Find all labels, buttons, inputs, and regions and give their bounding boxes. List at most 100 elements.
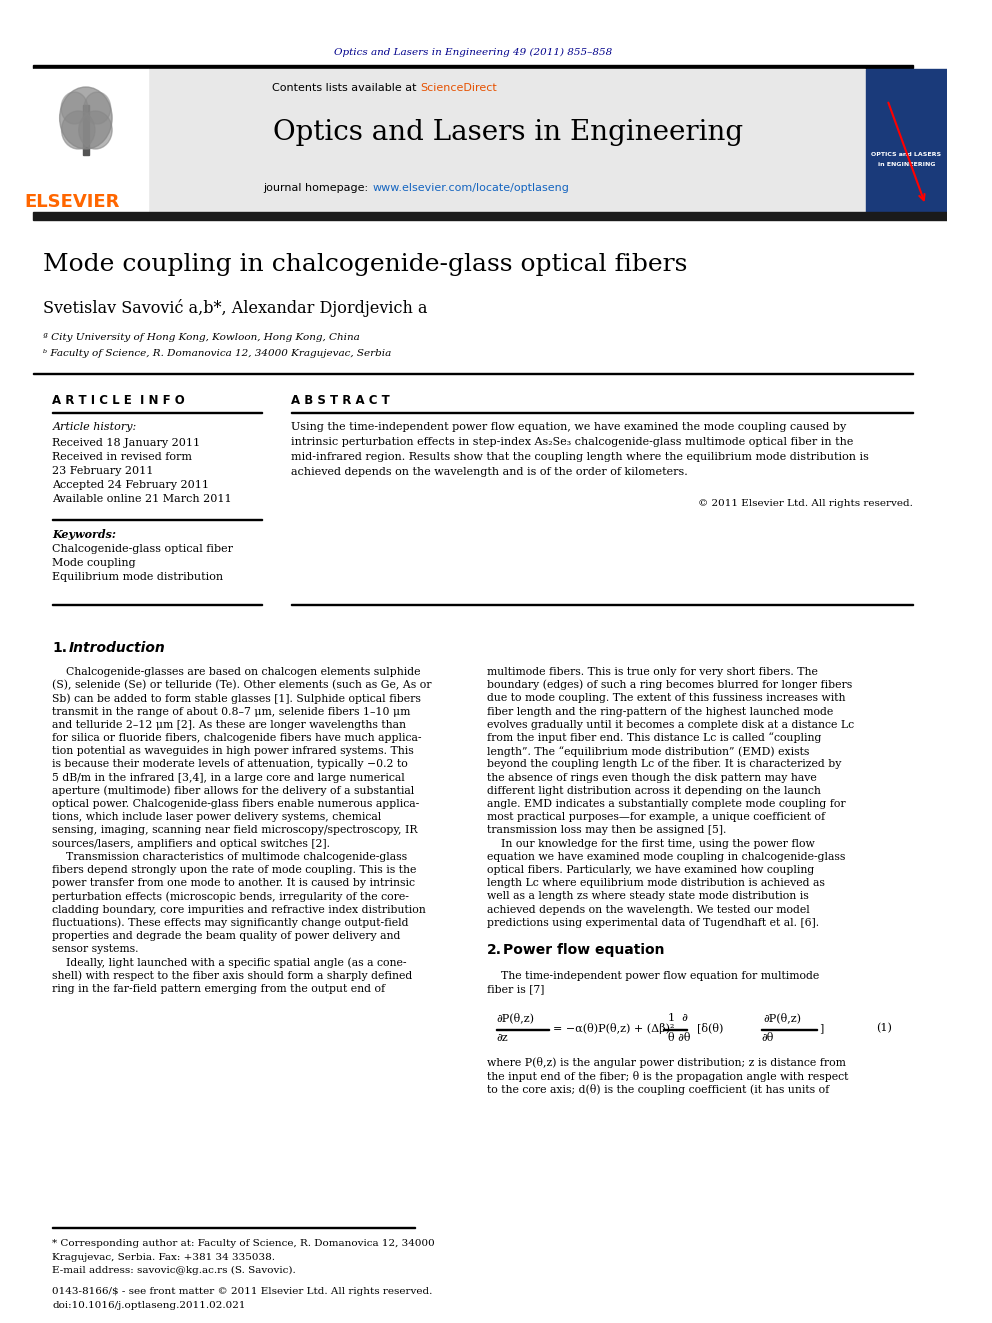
Text: length Lc where equilibrium mode distribution is achieved as: length Lc where equilibrium mode distrib… [487,878,824,888]
Ellipse shape [84,93,111,124]
Text: tions, which include laser power delivery systems, chemical: tions, which include laser power deliver… [53,812,382,822]
Text: Mode coupling: Mode coupling [53,558,136,568]
Text: most practical purposes—for example, a unique coefficient of: most practical purposes—for example, a u… [487,812,824,822]
Ellipse shape [60,87,112,149]
Text: Using the time-independent power flow equation, we have examined the mode coupli: Using the time-independent power flow eq… [291,422,846,433]
Text: Equilibrium mode distribution: Equilibrium mode distribution [53,572,223,582]
Text: 0143-8166/$ - see front matter © 2011 Elsevier Ltd. All rights reserved.: 0143-8166/$ - see front matter © 2011 El… [53,1287,433,1297]
Text: © 2011 Elsevier Ltd. All rights reserved.: © 2011 Elsevier Ltd. All rights reserved… [698,499,914,508]
Text: Contents lists available at: Contents lists available at [272,83,420,93]
Text: Chalcogenide-glass optical fiber: Chalcogenide-glass optical fiber [53,544,233,554]
Text: ]: ] [818,1023,823,1033]
Text: Optics and Lasers in Engineering 49 (2011) 855–858: Optics and Lasers in Engineering 49 (201… [334,48,612,57]
Text: Power flow equation: Power flow equation [503,943,665,957]
Text: well as a length zs where steady state mode distribution is: well as a length zs where steady state m… [487,892,808,901]
Text: optical fibers. Particularly, we have examined how coupling: optical fibers. Particularly, we have ex… [487,865,813,875]
Text: journal homepage:: journal homepage: [264,183,372,193]
Text: A R T I C L E  I N F O: A R T I C L E I N F O [53,393,186,406]
Text: E-mail address: savovic@kg.ac.rs (S. Savovic).: E-mail address: savovic@kg.ac.rs (S. Sav… [53,1265,297,1274]
Text: 23 February 2011: 23 February 2011 [53,466,154,476]
Text: A B S T R A C T: A B S T R A C T [291,393,390,406]
Text: In our knowledge for the first time, using the power flow: In our knowledge for the first time, usi… [487,839,814,848]
Text: for silica or fluoride fibers, chalcogenide fibers have much applica-: for silica or fluoride fibers, chalcogen… [53,733,422,744]
Text: Introduction: Introduction [68,642,166,655]
Text: angle. EMD indicates a substantially complete mode coupling for: angle. EMD indicates a substantially com… [487,799,845,808]
Text: properties and degrade the beam quality of power delivery and: properties and degrade the beam quality … [53,931,401,941]
Text: power transfer from one mode to another. It is caused by intrinsic: power transfer from one mode to another.… [53,878,416,888]
Text: and telluride 2–12 μm [2]. As these are longer wavelengths than: and telluride 2–12 μm [2]. As these are … [53,720,407,730]
Text: tion potential as waveguides in high power infrared systems. This: tion potential as waveguides in high pow… [53,746,415,757]
Text: length”. The “equilibrium mode distribution” (EMD) exists: length”. The “equilibrium mode distribut… [487,746,809,757]
Text: [δ(θ): [δ(θ) [696,1023,723,1033]
Text: Kragujevac, Serbia. Fax: +381 34 335038.: Kragujevac, Serbia. Fax: +381 34 335038. [53,1253,276,1262]
Text: ∂P(θ,z): ∂P(θ,z) [764,1012,802,1024]
Text: Received 18 January 2011: Received 18 January 2011 [53,438,200,448]
Text: (1): (1) [876,1023,892,1033]
Bar [83,105,88,155]
Text: doi:10.1016/j.optlaseng.2011.02.021: doi:10.1016/j.optlaseng.2011.02.021 [53,1301,246,1310]
Text: fiber is [7]: fiber is [7] [487,984,544,994]
Text: Svetislav Savović a,b*, Alexandar Djordjevich a: Svetislav Savović a,b*, Alexandar Djordj… [43,299,428,318]
Text: fibers depend strongly upon the rate of mode coupling. This is the: fibers depend strongly upon the rate of … [53,865,417,875]
Text: Ideally, light launched with a specific spatial angle (as a cone-: Ideally, light launched with a specific … [53,957,407,967]
Text: Received in revised form: Received in revised form [53,452,192,462]
Text: is because their moderate levels of attenuation, typically −0.2 to: is because their moderate levels of atte… [53,759,409,770]
Text: Sb) can be added to form stable glasses [1]. Sulphide optical fibers: Sb) can be added to form stable glasses … [53,693,422,704]
Text: www.elsevier.com/locate/optlaseng: www.elsevier.com/locate/optlaseng [372,183,569,193]
Text: fluctuations). These effects may significantly change output-field: fluctuations). These effects may signifi… [53,918,409,927]
Bar [37,77,143,206]
Ellipse shape [62,111,95,149]
Text: different light distribution across it depending on the launch: different light distribution across it d… [487,786,820,796]
Text: * Corresponding author at: Faculty of Science, R. Domanovica 12, 34000: * Corresponding author at: Faculty of Sc… [53,1240,435,1249]
Text: where P(θ,z) is the angular power distribution; z is distance from: where P(θ,z) is the angular power distri… [487,1057,845,1069]
Text: 1  ∂: 1 ∂ [668,1013,687,1023]
Text: ELSEVIER: ELSEVIER [24,193,119,210]
Text: ScienceDirect: ScienceDirect [420,83,497,93]
Text: The time-independent power flow equation for multimode: The time-independent power flow equation… [487,971,818,980]
Text: 1.: 1. [53,642,67,655]
Text: to the core axis; d(θ) is the coupling coefficient (it has units of: to the core axis; d(θ) is the coupling c… [487,1084,829,1095]
Text: shell) with respect to the fiber axis should form a sharply defined: shell) with respect to the fiber axis sh… [53,970,413,980]
Text: multimode fibers. This is true only for very short fibers. The: multimode fibers. This is true only for … [487,667,817,677]
Text: Available online 21 March 2011: Available online 21 March 2011 [53,493,232,504]
Text: aperture (multimode) fiber allows for the delivery of a substantial: aperture (multimode) fiber allows for th… [53,786,415,796]
Text: Accepted 24 February 2011: Accepted 24 February 2011 [53,480,209,490]
Text: due to mode coupling. The extent of this fussiness increases with: due to mode coupling. The extent of this… [487,693,845,704]
Text: ∂θ: ∂θ [762,1033,774,1043]
Text: predictions using experimental data of Tugendhaft et al. [6].: predictions using experimental data of T… [487,918,818,927]
Text: Optics and Lasers in Engineering: Optics and Lasers in Engineering [273,119,743,146]
Bar [866,69,946,212]
Text: Article history:: Article history: [53,422,137,433]
Text: optical power. Chalcogenide-glass fibers enable numerous applica-: optical power. Chalcogenide-glass fibers… [53,799,420,808]
Text: sensor systems.: sensor systems. [53,945,139,954]
Text: sensing, imaging, scanning near field microscopy/spectroscopy, IR: sensing, imaging, scanning near field mi… [53,826,418,835]
Text: the input end of the fiber; θ is the propagation angle with respect: the input end of the fiber; θ is the pro… [487,1070,848,1082]
Text: Keywords:: Keywords: [53,528,116,540]
Text: in ENGINEERING: in ENGINEERING [878,163,935,168]
Text: (S), selenide (Se) or telluride (Te). Other elements (such as Ge, As or: (S), selenide (Se) or telluride (Te). Ot… [53,680,432,691]
Text: boundary (edges) of such a ring becomes blurred for longer fibers: boundary (edges) of such a ring becomes … [487,680,852,691]
Text: evolves gradually until it becomes a complete disk at a distance Lc: evolves gradually until it becomes a com… [487,720,854,730]
Text: from the input fiber end. This distance Lc is called “coupling: from the input fiber end. This distance … [487,733,821,744]
Text: ∂P(θ,z): ∂P(θ,z) [496,1012,534,1024]
Text: perturbation effects (microscopic bends, irregularity of the core-: perturbation effects (microscopic bends,… [53,892,410,902]
Text: ª City University of Hong Kong, Kowloon, Hong Kong, China: ª City University of Hong Kong, Kowloon,… [43,333,360,343]
Text: Chalcogenide-glasses are based on chalcogen elements sulphide: Chalcogenide-glasses are based on chalco… [53,667,421,677]
Text: the absence of rings even though the disk pattern may have: the absence of rings even though the dis… [487,773,816,783]
Text: transmit in the range of about 0.8–7 μm, selenide fibers 1–10 μm: transmit in the range of about 0.8–7 μm,… [53,706,411,717]
Ellipse shape [62,93,87,124]
Text: achieved depends on the wavelength. We tested our model: achieved depends on the wavelength. We t… [487,905,809,914]
Bar [34,65,914,67]
Text: transmission loss may then be assigned [5].: transmission loss may then be assigned [… [487,826,726,835]
Bar [34,212,946,220]
Text: cladding boundary, core impurities and refractive index distribution: cladding boundary, core impurities and r… [53,905,427,914]
Text: mid-infrared region. Results show that the coupling length where the equilibrium: mid-infrared region. Results show that t… [291,452,869,462]
Text: 2.: 2. [487,943,502,957]
Text: OPTICS and LASERS: OPTICS and LASERS [871,152,941,157]
Bar [148,69,865,212]
Text: equation we have examined mode coupling in chalcogenide-glass: equation we have examined mode coupling … [487,852,845,861]
Text: sources/lasers, amplifiers and optical switches [2].: sources/lasers, amplifiers and optical s… [53,839,330,848]
Text: fiber length and the ring-pattern of the highest launched mode: fiber length and the ring-pattern of the… [487,706,833,717]
Text: = −α(θ)P(θ,z) + (Δβ)²: = −α(θ)P(θ,z) + (Δβ)² [554,1023,675,1033]
Text: ring in the far-field pattern emerging from the output end of: ring in the far-field pattern emerging f… [53,984,386,994]
